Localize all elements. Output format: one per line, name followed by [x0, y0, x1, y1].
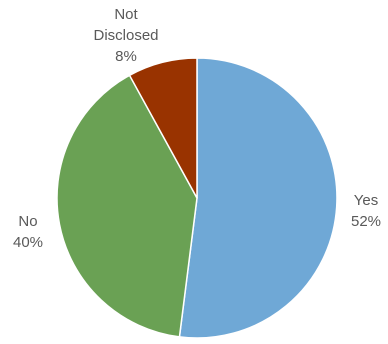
slice-value-yes: 52%	[351, 213, 381, 230]
pie-slices	[56, 57, 338, 339]
slice-value-no: 40%	[13, 234, 43, 251]
pie-slice-no	[56, 74, 198, 338]
slice-label-yes: Yes	[354, 192, 378, 209]
pie-slice-not-disclosed	[128, 57, 198, 199]
slice-label-no: No	[18, 213, 37, 230]
slice-label-not-disclosed-line2: Disclosed	[93, 27, 158, 44]
pie-slice-yes	[178, 57, 338, 339]
slice-value-not-disclosed: 8%	[115, 48, 137, 65]
slice-label-not-disclosed-line1: Not	[114, 6, 138, 23]
